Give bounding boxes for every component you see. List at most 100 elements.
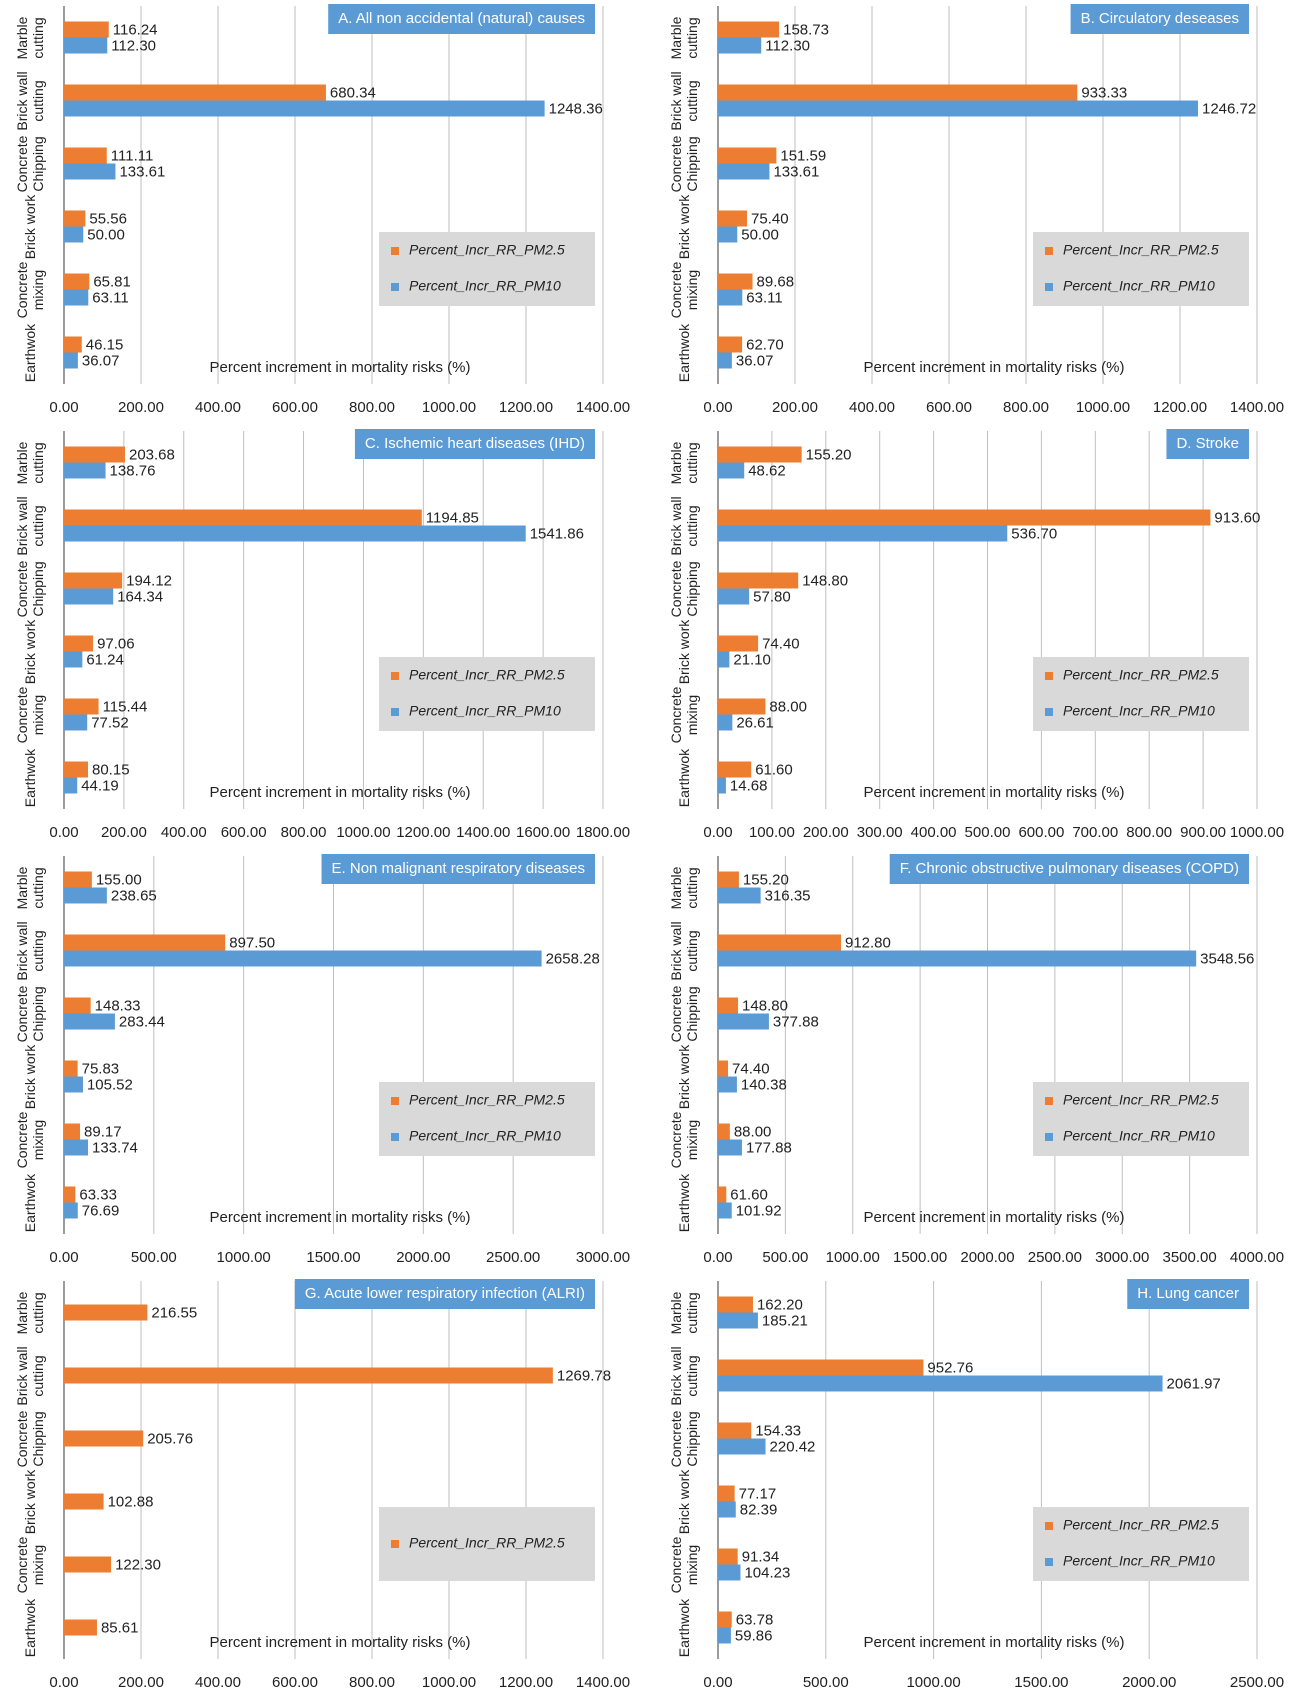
bar	[718, 1375, 1163, 1392]
x-tick-label: 200.00	[772, 399, 818, 416]
y-tick-label: Earthwok	[676, 323, 692, 382]
value-label: 177.88	[746, 1139, 792, 1156]
value-label: 154.33	[755, 1422, 801, 1439]
value-label: 220.42	[770, 1438, 816, 1455]
bar	[718, 289, 743, 306]
x-tick-label: 1000.00	[422, 1674, 476, 1691]
bar	[718, 572, 799, 589]
bar	[718, 887, 761, 904]
bar	[718, 100, 1198, 117]
bar	[718, 1186, 727, 1203]
y-tick-label: Marble cutting	[668, 441, 700, 484]
x-tick-label: 100.00	[749, 824, 795, 841]
y-tick-label: Brick work	[22, 619, 38, 684]
bar	[64, 651, 83, 668]
x-tick-label: 900.00	[1180, 824, 1226, 841]
y-tick-label: Brick work	[676, 619, 692, 684]
value-label: 1246.72	[1202, 100, 1256, 117]
x-tick-label: 1000.00	[336, 824, 390, 841]
bar	[64, 887, 107, 904]
value-label: 148.80	[742, 997, 788, 1014]
y-tick-label: Earthwok	[676, 1598, 692, 1657]
legend-label: Percent_Incr_RR_PM10	[409, 703, 561, 719]
x-tick-label: 1400.00	[456, 824, 510, 841]
x-tick-label: 500.00	[762, 1249, 808, 1266]
x-tick-label: 600.00	[221, 824, 267, 841]
legend-label: Percent_Incr_RR_PM10	[1063, 1128, 1215, 1144]
x-tick-label: 0.00	[49, 1674, 78, 1691]
value-label: 151.59	[780, 147, 826, 164]
x-tick-label: 2000.00	[396, 1249, 450, 1266]
x-tick-label: 1800.00	[576, 824, 630, 841]
bar	[718, 1312, 758, 1329]
y-tick-label: Brick wall cutting	[14, 1345, 46, 1406]
legend-marker	[391, 1540, 399, 1548]
y-tick-label: Brick work	[676, 1044, 692, 1109]
bar	[718, 1422, 752, 1439]
value-label: 3548.56	[1200, 950, 1254, 967]
bar	[718, 777, 726, 794]
bar	[64, 289, 89, 306]
bar	[718, 273, 753, 290]
y-tick-label: Brick wall cutting	[668, 495, 700, 556]
value-label: 76.69	[82, 1202, 120, 1219]
bar	[64, 1367, 553, 1384]
bar	[64, 1493, 104, 1510]
x-tick-label: 800.00	[349, 1674, 395, 1691]
bar	[718, 1564, 741, 1581]
value-label: 1248.36	[549, 100, 603, 117]
y-tick-label: Earthwok	[22, 323, 38, 382]
bar	[64, 1619, 97, 1636]
value-label: 104.23	[744, 1564, 790, 1581]
bar	[64, 226, 84, 243]
legend-label: Percent_Incr_RR_PM10	[409, 1128, 561, 1144]
legend-marker	[1045, 672, 1053, 680]
value-label: 216.55	[151, 1304, 197, 1321]
x-tick-label: 1200.00	[396, 824, 450, 841]
title-box	[1127, 1279, 1249, 1309]
x-tick-label: 200.00	[118, 399, 164, 416]
x-tick-label: 600.00	[1018, 824, 1064, 841]
x-tick-label: 2000.00	[960, 1249, 1014, 1266]
x-axis-title: Percent increment in mortality risks (%)	[210, 1209, 471, 1226]
value-label: 48.62	[748, 462, 786, 479]
title-box	[1070, 4, 1249, 34]
value-label: 111.11	[111, 147, 154, 164]
bar	[64, 588, 114, 605]
y-tick-label: Concrete Chipping	[14, 135, 46, 192]
value-label: 59.86	[735, 1627, 773, 1644]
legend-marker	[391, 283, 399, 291]
x-tick-label: 800.00	[1126, 824, 1172, 841]
value-label: 912.80	[845, 934, 891, 951]
bar	[64, 509, 422, 526]
bar	[64, 163, 116, 180]
legend-marker	[391, 1133, 399, 1141]
title-box	[354, 429, 595, 459]
value-label: 82.39	[740, 1501, 778, 1518]
value-label: 61.24	[86, 651, 124, 668]
bar	[64, 147, 107, 164]
legend-marker	[1045, 708, 1053, 716]
x-tick-label: 0.00	[703, 1674, 732, 1691]
x-tick-label: 500.00	[803, 1674, 849, 1691]
bar	[64, 934, 226, 951]
y-tick-label: Concrete mixing	[668, 1536, 700, 1593]
legend-marker	[391, 247, 399, 255]
y-tick-label: Marble cutting	[668, 16, 700, 59]
y-tick-label: Marble cutting	[668, 1291, 700, 1334]
value-label: 50.00	[741, 226, 779, 243]
legend-marker	[391, 1097, 399, 1105]
y-tick-label: Concrete Chipping	[14, 985, 46, 1042]
bar	[64, 352, 78, 369]
y-tick-label: Concrete mixing	[14, 1111, 46, 1168]
value-label: 88.00	[769, 698, 807, 715]
legend-marker	[1045, 1097, 1053, 1105]
bar	[718, 1202, 732, 1219]
x-tick-label: 2000.00	[1122, 1674, 1176, 1691]
x-tick-label: 3000.00	[1095, 1249, 1149, 1266]
bar	[64, 1430, 144, 1447]
value-label: 63.78	[736, 1611, 774, 1628]
title-box	[1166, 429, 1249, 459]
bar	[718, 336, 743, 353]
